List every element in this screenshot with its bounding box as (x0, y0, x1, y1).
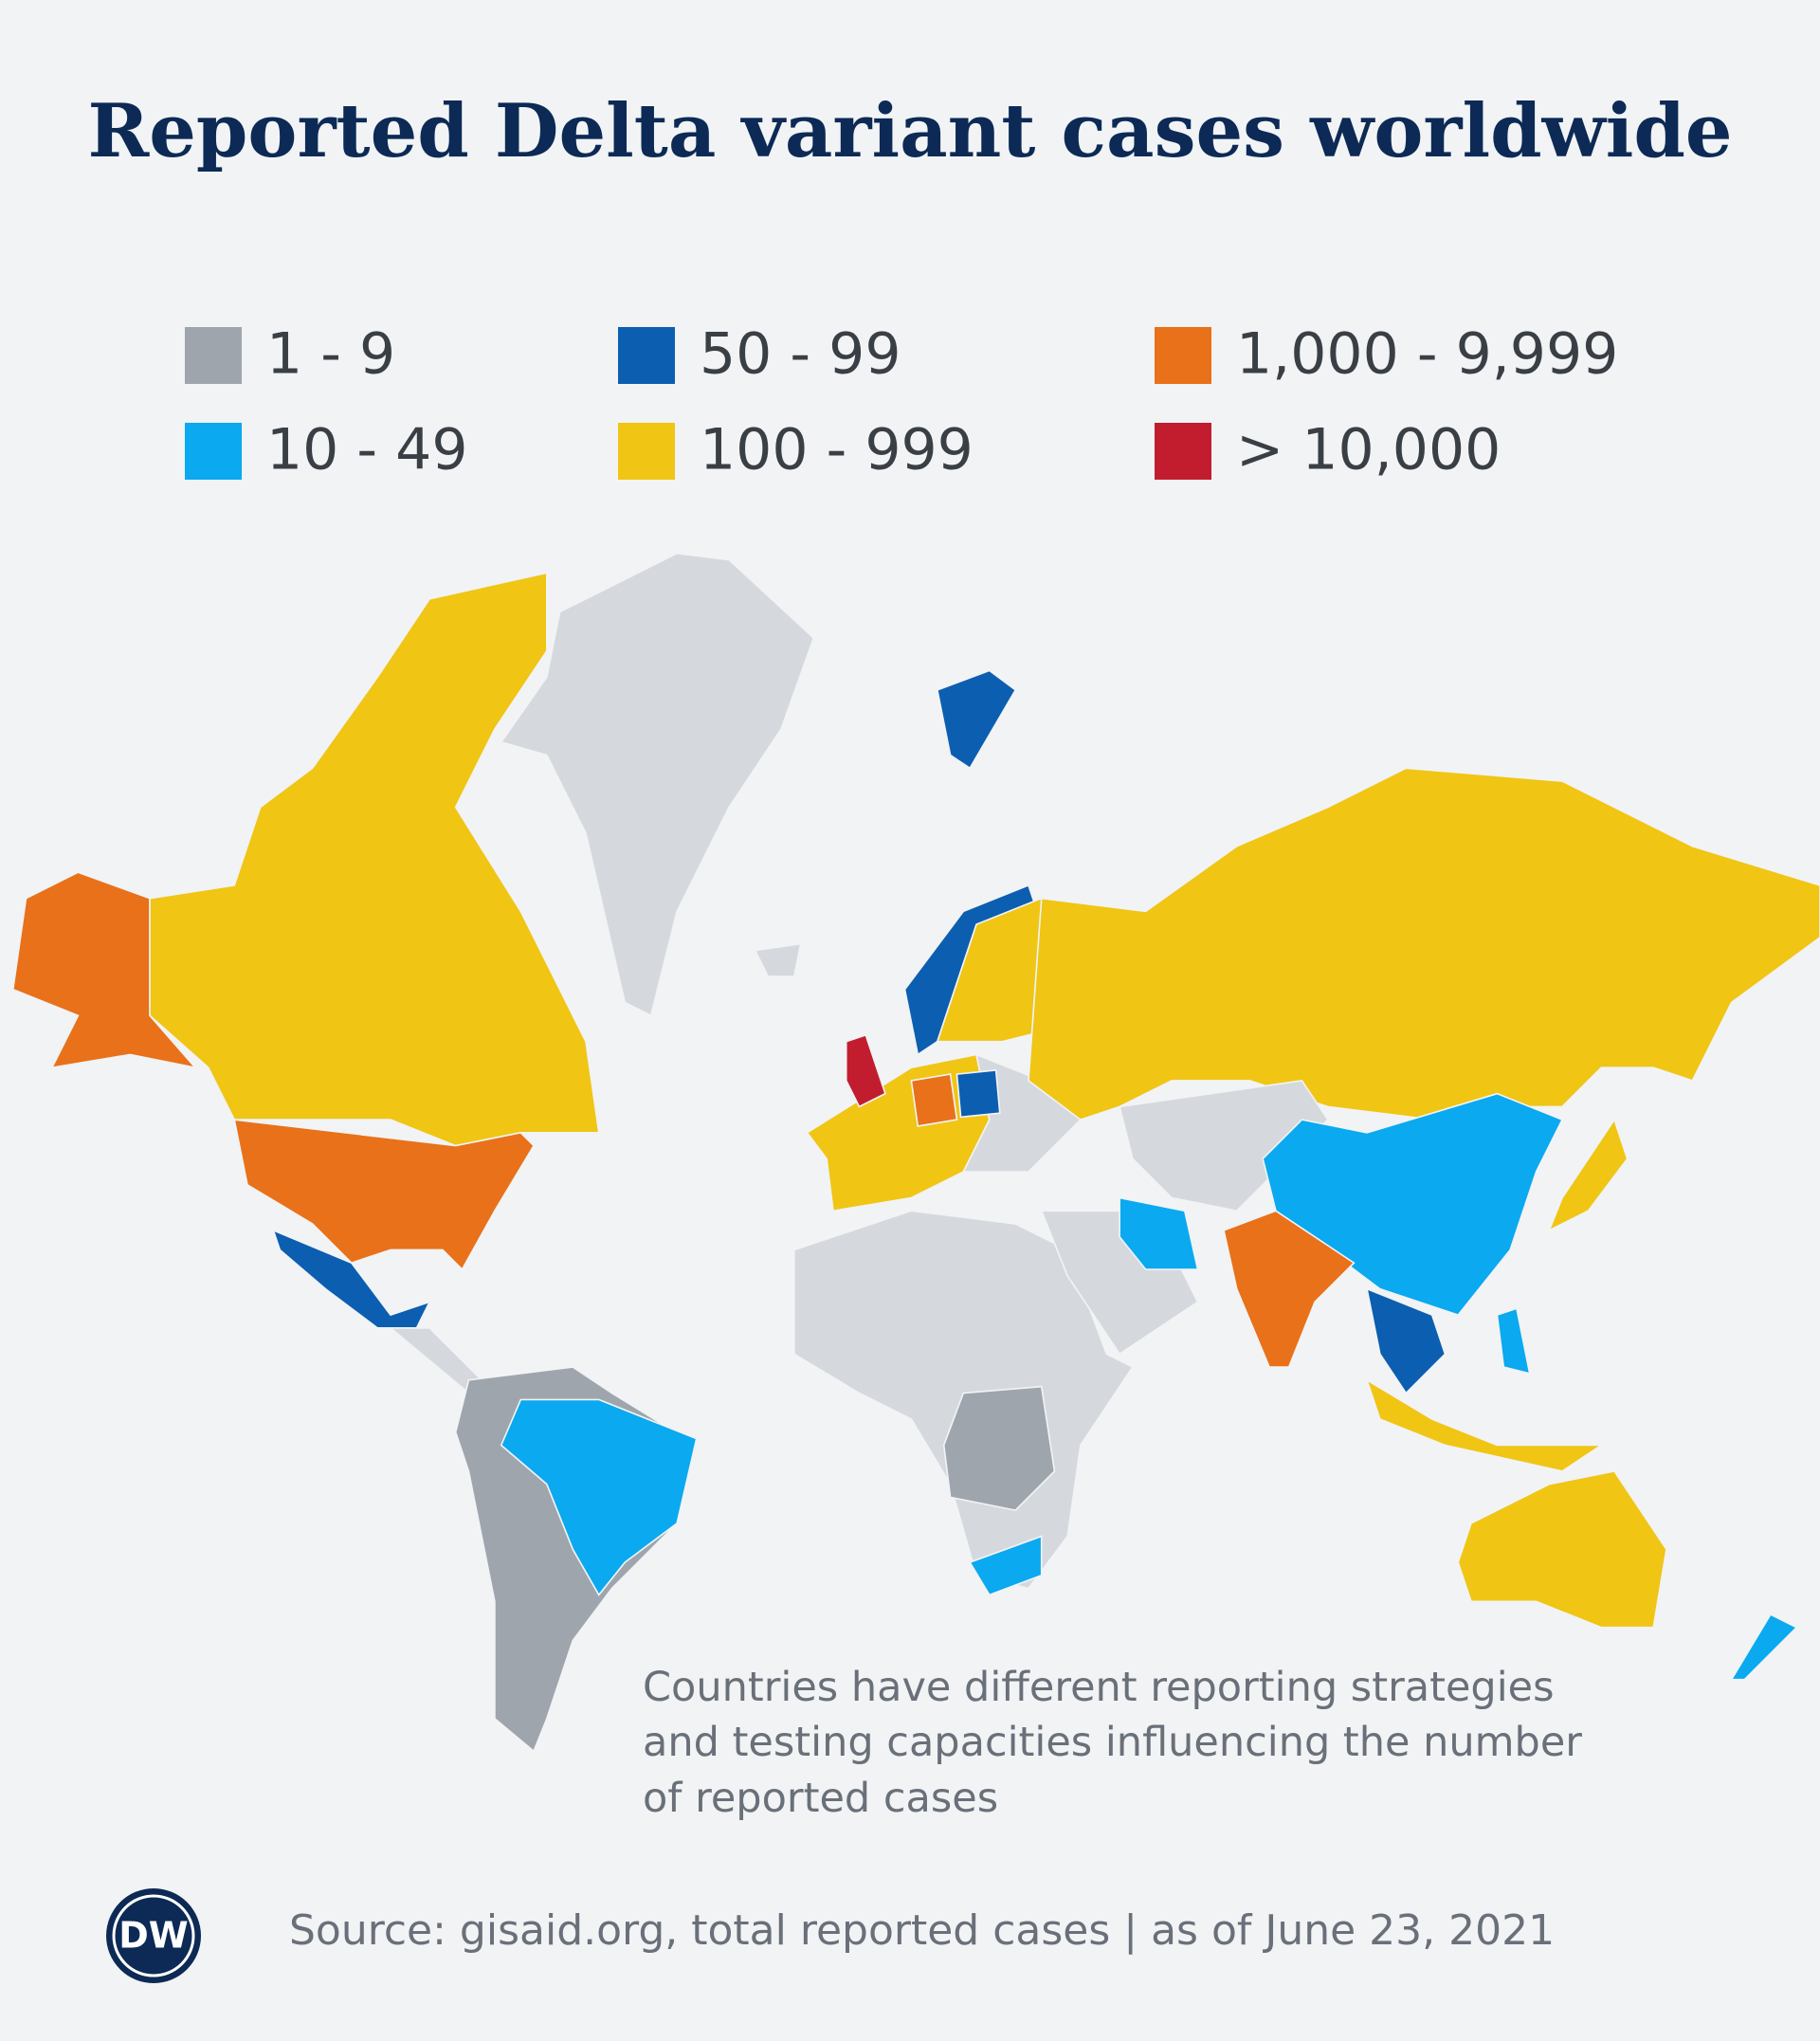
india (1223, 1210, 1356, 1368)
indonesia (1365, 1377, 1605, 1472)
brazil (500, 1398, 698, 1596)
legend-label: 1,000 - 9,999 (1236, 321, 1618, 388)
note-line: Countries have different reporting strat… (643, 1664, 1555, 1711)
usa (233, 1119, 536, 1271)
legend-label: 1 - 9 (266, 321, 395, 388)
central-africa (942, 1385, 1056, 1512)
legend-label: > 10,000 (1236, 417, 1501, 483)
legend-swatch (618, 423, 675, 480)
new-zealand (1730, 1613, 1798, 1681)
south-africa (968, 1535, 1043, 1596)
philippines (1496, 1307, 1531, 1376)
southeast-asia (1365, 1287, 1447, 1394)
greenland (500, 552, 815, 1017)
logo-text: DW (118, 1915, 188, 1957)
legend-label: 10 - 49 (266, 417, 468, 483)
australia (1457, 1470, 1667, 1629)
legend-swatch (1155, 327, 1211, 384)
iceland (754, 942, 802, 977)
germany (910, 1073, 958, 1127)
logo-ring (112, 1894, 195, 1977)
world-map (11, 552, 1820, 1753)
japan (1547, 1118, 1629, 1232)
poland (956, 1069, 1001, 1119)
svalbard (936, 669, 1017, 770)
russia (1028, 767, 1820, 1121)
logo: DW (106, 1888, 201, 1983)
legend-swatch (185, 327, 242, 384)
legend-label: 50 - 99 (700, 321, 901, 388)
note-line: and testing capacities influencing the n… (643, 1719, 1582, 1766)
iran (1119, 1196, 1199, 1270)
note-line: of reported cases (643, 1775, 998, 1822)
legend-swatch (618, 327, 675, 384)
legend-label: 100 - 999 (700, 417, 974, 483)
logo-circle (106, 1888, 201, 1983)
title: Reported Delta variant cases worldwide (87, 88, 1732, 174)
legend-swatch (185, 423, 242, 480)
source: Source: gisaid.org, total reported cases… (289, 1906, 1555, 1955)
uk (845, 1033, 886, 1108)
canada (149, 572, 600, 1147)
legend: 1 - 9 10 - 49 50 - 99 100 - 999 1,000 - 9,99… (185, 321, 1618, 483)
legend-swatch (1155, 423, 1211, 480)
alaska (11, 871, 198, 1069)
central-asia (1119, 1080, 1329, 1212)
